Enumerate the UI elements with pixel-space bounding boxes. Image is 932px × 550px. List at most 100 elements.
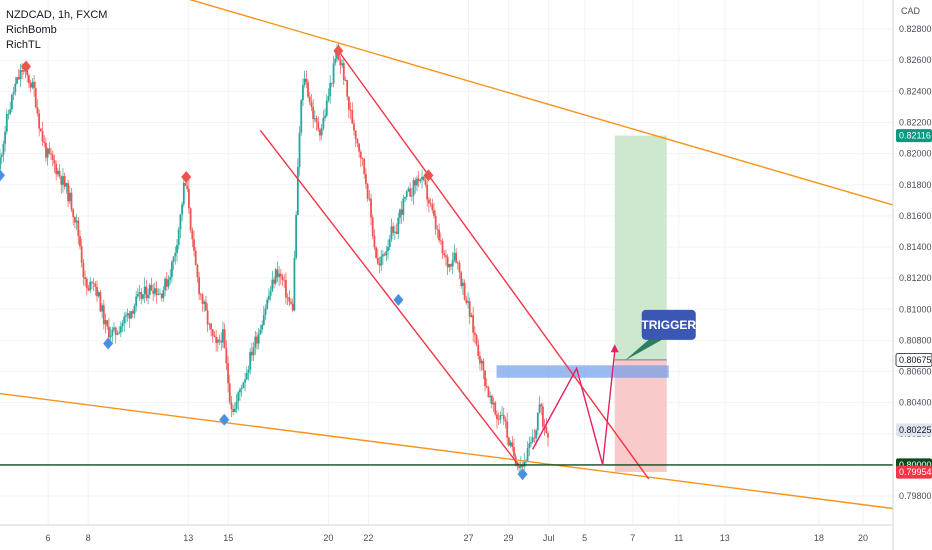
- candle-body: [453, 252, 456, 261]
- projection-arrowhead: [610, 344, 619, 353]
- candle-body: [502, 414, 505, 420]
- swing-high-marker[interactable]: [181, 170, 192, 183]
- candle-body: [501, 414, 503, 416]
- symbol-title[interactable]: NZDCAD, 1h, FXCM: [6, 9, 108, 21]
- candle-body: [472, 315, 475, 333]
- swing-low-marker[interactable]: [517, 468, 528, 481]
- candle-body: [94, 283, 97, 287]
- candle-body: [444, 255, 447, 257]
- candle-body: [296, 166, 299, 216]
- candle-body: [138, 292, 141, 294]
- price-tag-label: 0.80000: [899, 460, 932, 470]
- candle-body: [26, 69, 29, 76]
- candle-body: [172, 256, 175, 262]
- candle-body: [179, 214, 182, 230]
- swing-low-marker[interactable]: [0, 169, 5, 182]
- trend-line[interactable]: [0, 0, 893, 206]
- candle-body: [53, 159, 56, 164]
- candle-body: [82, 262, 85, 278]
- trend-line[interactable]: [337, 50, 650, 480]
- candle-body: [526, 448, 529, 462]
- candle-body: [177, 229, 180, 245]
- candle-body: [104, 320, 107, 325]
- candle-body: [225, 347, 228, 364]
- swing-high-marker[interactable]: [423, 169, 434, 182]
- indicator-label[interactable]: RichTL: [6, 39, 41, 51]
- candle-body: [286, 297, 289, 299]
- candle-body: [383, 254, 386, 256]
- candle-body: [84, 277, 86, 279]
- price-tag-label: 0.82116: [899, 131, 931, 141]
- candle-body: [257, 334, 260, 344]
- projection-path[interactable]: [531, 351, 616, 466]
- candle-body: [220, 340, 223, 343]
- candle-body: [298, 132, 301, 167]
- candle-body: [235, 401, 238, 409]
- candle-body: [303, 78, 306, 86]
- candle-body: [465, 299, 468, 303]
- candle-body: [409, 188, 412, 197]
- candle-body: [533, 437, 536, 439]
- time-tick-label: 20: [323, 533, 333, 543]
- candle-body: [259, 329, 262, 335]
- candle-body: [535, 430, 538, 439]
- candle-body: [111, 329, 114, 336]
- swing-low-marker[interactable]: [103, 337, 114, 350]
- trend-line[interactable]: [259, 129, 520, 466]
- price-tick-label: 0.81400: [899, 242, 932, 252]
- candle-body: [55, 163, 58, 175]
- candle-body: [540, 404, 543, 407]
- candle-body: [462, 282, 464, 287]
- candle-body: [72, 209, 75, 217]
- candle-body: [150, 284, 153, 291]
- candle-body: [131, 311, 134, 314]
- candle-body: [399, 209, 401, 218]
- candle-body: [519, 465, 522, 468]
- candle-body: [162, 289, 165, 299]
- candle-body: [400, 209, 403, 215]
- trigger-callout[interactable]: [641, 309, 696, 340]
- candle-body: [531, 437, 534, 442]
- swing-high-marker[interactable]: [333, 44, 344, 57]
- candle-body: [126, 313, 129, 316]
- candle-body: [385, 251, 388, 256]
- swing-high-marker[interactable]: [21, 60, 32, 73]
- price-tick-label: 0.82400: [899, 86, 932, 96]
- candle-body: [0, 154, 3, 158]
- candle-body: [313, 118, 316, 120]
- candle-body: [332, 63, 335, 84]
- trigger-zone[interactable]: [496, 365, 669, 378]
- candle-body: [11, 94, 13, 110]
- candle-body: [365, 174, 367, 184]
- currency-label: CAD: [901, 6, 921, 16]
- candle-body: [285, 280, 287, 298]
- candle-body: [351, 110, 354, 124]
- candle-body: [511, 442, 514, 448]
- loss-zone[interactable]: [614, 359, 667, 473]
- candle-body: [290, 301, 292, 304]
- candle-body: [113, 327, 115, 330]
- candle-body: [354, 130, 357, 140]
- trend-line[interactable]: [0, 392, 893, 510]
- candlestick-series[interactable]: [0, 42, 549, 476]
- time-tick-label: 27: [464, 533, 474, 543]
- indicator-label[interactable]: RichBomb: [6, 24, 57, 36]
- candle-body: [237, 392, 240, 402]
- candle-body: [249, 351, 252, 370]
- candle-body: [16, 77, 18, 84]
- swing-low-marker[interactable]: [393, 293, 404, 306]
- candle-body: [50, 153, 52, 155]
- candle-body: [422, 176, 425, 180]
- candle-body: [528, 443, 531, 449]
- swing-low-marker[interactable]: [219, 413, 230, 426]
- candle-body: [233, 408, 236, 412]
- chart-legend: NZDCAD, 1h, FXCM RichBomb RichTL: [6, 8, 107, 53]
- candle-body: [41, 131, 44, 142]
- candle-body: [247, 369, 250, 374]
- candle-body: [487, 387, 490, 398]
- candle-body: [108, 326, 110, 338]
- time-tick-label: 8: [86, 533, 91, 543]
- plot-area[interactable]: TRIGGER: [0, 0, 893, 510]
- candle-body: [329, 82, 332, 97]
